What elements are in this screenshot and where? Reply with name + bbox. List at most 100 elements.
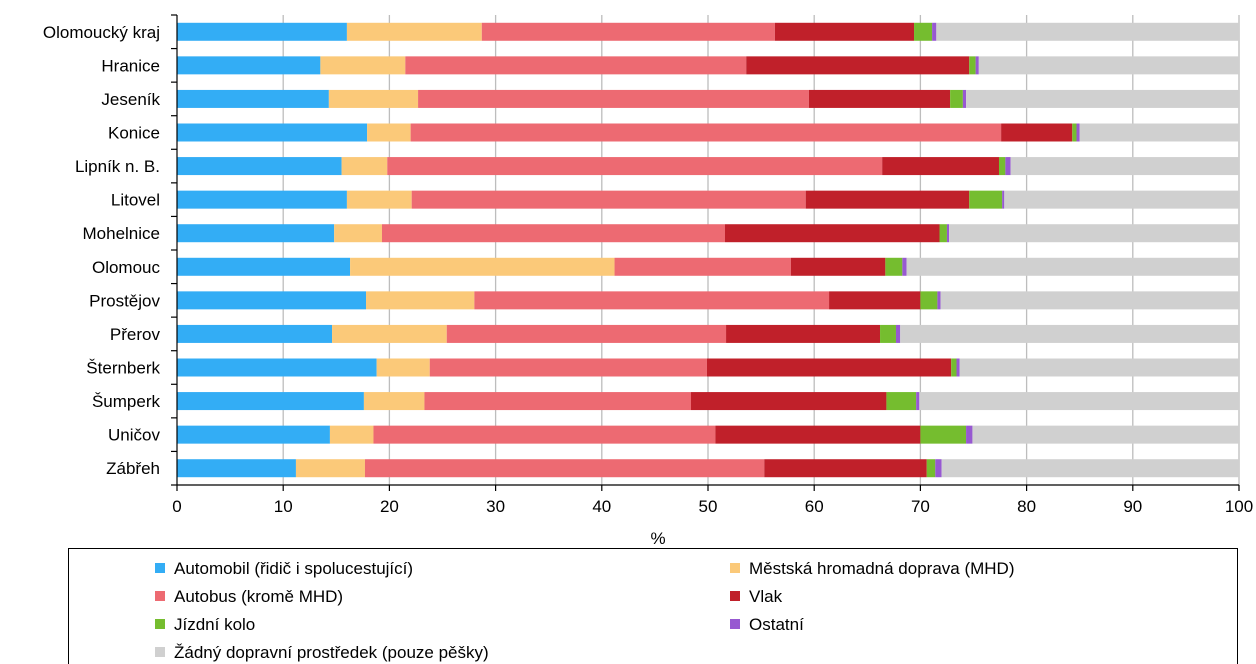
bar-segment — [902, 257, 907, 276]
bar-segment — [410, 123, 1002, 142]
bar-segment — [966, 89, 1239, 108]
bar-segment — [177, 190, 347, 209]
bar-segment — [1002, 190, 1005, 209]
bar-segment — [364, 459, 765, 478]
bar-segment — [614, 257, 791, 276]
bar-segment — [936, 22, 1239, 41]
bar-segment — [295, 459, 365, 478]
legend-swatch — [730, 563, 740, 573]
gridlines — [282, 15, 1240, 485]
bar-segment — [177, 89, 329, 108]
bar-segment — [880, 324, 896, 343]
bar-segment — [715, 425, 921, 444]
x-tick-label: 70 — [911, 497, 930, 516]
legend-label: Městská hromadná doprava (MHD) — [749, 559, 1014, 578]
category-label: Olomoucký kraj — [43, 23, 160, 42]
bar-segment — [177, 425, 330, 444]
legend-label: Žádný dopravní prostředek (pouze pěšky) — [174, 643, 489, 662]
bar-segment — [946, 224, 950, 243]
bar-segment — [906, 257, 1239, 276]
bar-segment — [177, 324, 333, 343]
bar-segment — [474, 291, 830, 310]
category-label: Šternberk — [86, 359, 160, 378]
bar-segment — [1010, 157, 1239, 176]
bar-segment — [691, 392, 887, 411]
category-label: Lipník n. B. — [75, 157, 160, 176]
bar-segment — [829, 291, 921, 310]
x-tick-label: 10 — [274, 497, 293, 516]
bar-segment — [900, 324, 1239, 343]
bar-segment — [376, 358, 430, 377]
bar-segment — [916, 392, 920, 411]
legend-swatch — [730, 591, 740, 601]
bar-segment — [177, 291, 367, 310]
bar-segment — [966, 425, 973, 444]
bar-segment — [895, 324, 901, 343]
x-tick-labels: 0 10 20 30 40 50 60 70 80 90 100 — [172, 497, 1253, 516]
legend-label: Jízdní kolo — [174, 615, 255, 634]
bar-segment — [418, 89, 809, 108]
bar-segment — [177, 22, 347, 41]
bar-segment — [920, 291, 938, 310]
bar-segment — [320, 56, 406, 75]
bar-segment — [1004, 190, 1239, 209]
bars — [177, 22, 1239, 478]
bar-segment — [940, 291, 1239, 310]
bar-segment — [1072, 123, 1077, 142]
bar-segment — [177, 459, 296, 478]
legend-swatch — [155, 619, 165, 629]
bar-segment — [1001, 123, 1073, 142]
bar-segment — [424, 392, 692, 411]
bar-segment — [373, 425, 716, 444]
bar-segment — [939, 224, 947, 243]
bar-segment — [177, 56, 321, 75]
x-tick-label: 60 — [805, 497, 824, 516]
bar-segment — [177, 224, 335, 243]
legend: Automobil (řidič i spolucestující) Městsk… — [68, 548, 1238, 664]
bar-segment — [919, 392, 1239, 411]
category-label: Konice — [108, 124, 160, 143]
bar-segment — [363, 392, 425, 411]
bar-segment — [329, 425, 374, 444]
bar-segment — [387, 157, 883, 176]
category-label: Šumperk — [92, 392, 161, 411]
bar-segment — [808, 89, 951, 108]
legend-label: Autobus (kromě MHD) — [174, 587, 343, 606]
legend-label: Vlak — [749, 587, 783, 606]
legend-box — [68, 548, 1238, 664]
bar-segment — [746, 56, 970, 75]
category-label: Olomouc — [92, 258, 161, 277]
bar-segment — [346, 22, 482, 41]
bar-segment — [937, 291, 941, 310]
bar-segment — [978, 56, 1239, 75]
bar-segment — [886, 392, 917, 411]
bar-segment — [774, 22, 915, 41]
bar-segment — [367, 123, 411, 142]
bar-segment — [411, 190, 806, 209]
bar-segment — [429, 358, 707, 377]
x-tick-label: 20 — [380, 497, 399, 516]
bar-segment — [885, 257, 903, 276]
bar-segment — [998, 157, 1006, 176]
bar-segment — [332, 324, 447, 343]
bar-segment — [935, 459, 942, 478]
legend-swatch — [155, 563, 165, 573]
category-label: Hranice — [101, 56, 160, 75]
category-label: Přerov — [110, 325, 161, 344]
bar-segment — [350, 257, 615, 276]
category-label: Mohelnice — [83, 224, 161, 243]
bar-segment — [1079, 123, 1239, 142]
x-tick-label: 40 — [592, 497, 611, 516]
bar-segment — [790, 257, 886, 276]
axes — [171, 14, 1240, 491]
x-axis-title: % — [650, 529, 665, 548]
bar-segment — [969, 190, 1003, 209]
x-tick-label: 90 — [1123, 497, 1142, 516]
legend-swatch — [155, 591, 165, 601]
bar-segment — [346, 190, 412, 209]
bar-segment — [926, 459, 936, 478]
bar-segment — [177, 392, 364, 411]
category-label: Litovel — [111, 191, 160, 210]
bar-segment — [341, 157, 388, 176]
